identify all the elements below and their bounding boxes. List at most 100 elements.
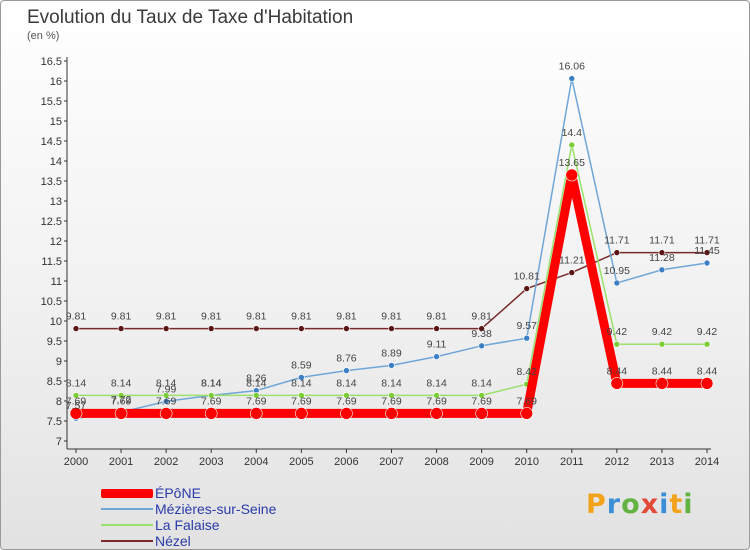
x-tick-label: 2004 — [244, 456, 268, 468]
data-label-0-10: 7.69 — [516, 395, 537, 407]
point-0-13 — [655, 377, 669, 390]
data-label-3-8: 9.81 — [426, 311, 447, 323]
data-label-0-9: 7.69 — [471, 395, 492, 407]
legend-label-mezieres: Mézières-sur-Seine — [155, 501, 277, 517]
data-label-2-0: 8.14 — [66, 377, 87, 389]
legend-swatch-mezieres — [101, 508, 153, 510]
data-label-0-0: 7.69 — [66, 395, 87, 407]
point-2-3 — [207, 392, 215, 399]
x-tick-label: 2009 — [469, 456, 493, 468]
data-label-1-10: 9.57 — [516, 320, 537, 332]
point-3-1 — [117, 325, 125, 332]
data-label-2-6: 8.14 — [336, 377, 357, 389]
logo-letter-3: x — [640, 489, 660, 520]
data-label-2-5: 8.14 — [291, 377, 312, 389]
data-label-3-5: 9.81 — [291, 311, 312, 323]
point-0-4 — [249, 407, 263, 420]
point-3-3 — [207, 325, 215, 332]
x-tick-label: 2008 — [424, 456, 448, 468]
y-tick-label: 8 — [56, 396, 62, 408]
point-0-5 — [295, 407, 308, 420]
data-label-2-10: 8.42 — [516, 366, 537, 378]
x-tick-label: 2002 — [154, 456, 178, 468]
y-tick-label: 16 — [50, 76, 62, 88]
data-label-1-0: 7.57 — [66, 400, 87, 412]
x-tick-label: 2001 — [109, 456, 133, 468]
y-tick-label: 12 — [50, 236, 62, 248]
y-tick-label: 16.5 — [41, 56, 62, 68]
point-0-12 — [610, 377, 624, 390]
chart-unit: (en %) — [27, 30, 60, 42]
point-0-8 — [430, 407, 443, 420]
legend-swatch-nezel — [101, 540, 153, 542]
data-label-1-7: 8.89 — [381, 347, 402, 359]
x-tick-label: 2007 — [379, 456, 403, 468]
data-label-3-9: 9.81 — [471, 311, 492, 323]
point-2-13 — [658, 340, 666, 348]
point-0-7 — [385, 407, 398, 420]
point-3-10 — [523, 285, 531, 292]
point-1-11 — [568, 75, 576, 82]
data-label-3-3: 9.81 — [201, 311, 222, 323]
data-label-1-1: 7.72 — [111, 394, 132, 406]
data-label-3-10: 10.81 — [514, 271, 540, 283]
y-tick-label: 14.5 — [41, 136, 62, 148]
data-label-3-0: 9.81 — [66, 311, 87, 323]
point-0-14 — [700, 377, 714, 390]
y-tick-label: 10.5 — [41, 296, 62, 308]
data-label-0-14: 8.44 — [697, 365, 718, 377]
point-2-9 — [478, 392, 485, 399]
logo-letter-0: P — [586, 489, 607, 520]
point-3-9 — [478, 325, 485, 332]
y-tick-label: 15.5 — [41, 96, 62, 108]
point-0-11 — [565, 168, 579, 182]
y-tick-label: 13.5 — [41, 176, 62, 188]
data-label-2-11: 14.4 — [562, 127, 583, 139]
logo-letter-1: r — [606, 489, 622, 520]
data-label-0-3: 7.69 — [201, 395, 222, 407]
y-tick-label: 9.5 — [47, 336, 62, 348]
legend-label-nezel: Nézel — [155, 533, 191, 549]
data-label-1-12: 10.95 — [604, 265, 630, 277]
point-2-7 — [388, 392, 395, 399]
point-2-12 — [613, 340, 621, 348]
legend-label-epone: ÉPôNE — [155, 485, 201, 501]
data-label-3-7: 9.81 — [381, 311, 402, 323]
data-label-3-13: 11.71 — [649, 235, 675, 247]
data-label-0-13: 8.44 — [652, 365, 673, 377]
point-1-7 — [388, 362, 395, 369]
logo-letter-4: i — [659, 489, 670, 520]
data-label-3-4: 9.81 — [246, 311, 267, 323]
data-label-1-9: 9.38 — [471, 328, 492, 340]
y-tick-label: 9 — [56, 356, 62, 368]
point-2-2 — [162, 392, 170, 399]
point-0-10 — [520, 407, 534, 420]
x-tick-label: 2010 — [514, 456, 538, 468]
point-3-13 — [658, 249, 666, 256]
legend-label-la-falaise: La Falaise — [155, 517, 220, 533]
point-2-11 — [568, 141, 576, 149]
data-label-1-14: 11.45 — [694, 245, 720, 257]
data-label-0-2: 7.69 — [156, 395, 177, 407]
data-label-3-12: 11.71 — [604, 235, 630, 247]
point-2-8 — [433, 392, 440, 399]
point-1-8 — [433, 353, 440, 360]
data-label-2-4: 8.14 — [246, 377, 267, 389]
x-tick-label: 2012 — [605, 456, 629, 468]
y-tick-label: 13 — [50, 196, 62, 208]
data-label-1-13: 11.28 — [649, 252, 675, 264]
x-tick-label: 2013 — [650, 456, 674, 468]
point-1-10 — [523, 334, 531, 342]
point-2-1 — [117, 392, 125, 399]
point-1-5 — [298, 374, 305, 381]
proxiti-logo: Proxiti — [586, 489, 694, 520]
y-tick-label: 14 — [50, 156, 62, 168]
x-tick-label: 2003 — [199, 456, 223, 468]
point-1-14 — [703, 259, 711, 267]
point-3-11 — [568, 269, 576, 276]
legend-swatch-la-falaise — [101, 524, 153, 526]
data-label-1-2: 7.99 — [156, 383, 177, 395]
point-1-13 — [658, 266, 666, 274]
data-label-3-1: 9.81 — [111, 311, 132, 323]
